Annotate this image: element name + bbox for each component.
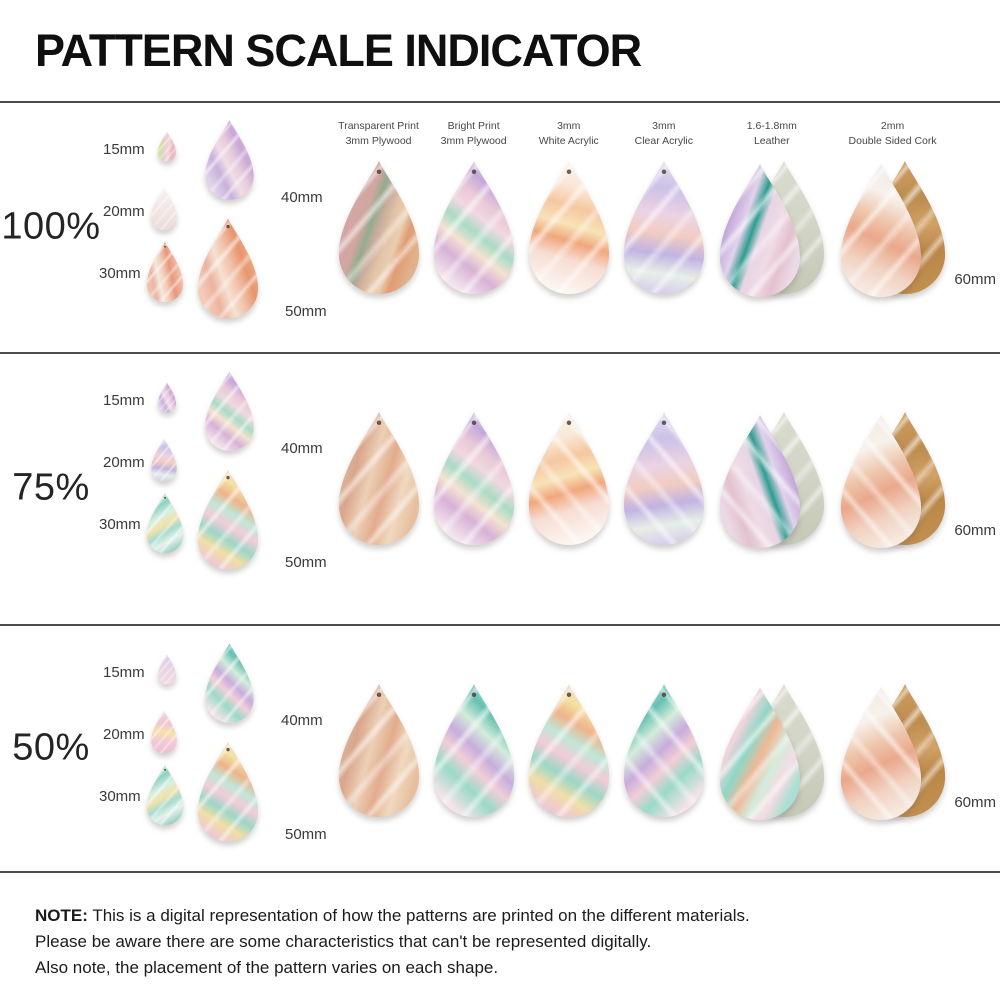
swatch-15mm bbox=[157, 654, 177, 685]
size-label-15mm: 15mm bbox=[103, 392, 145, 409]
swatch-bright-plywood bbox=[430, 682, 518, 819]
swatch-bright-plywood bbox=[430, 410, 518, 547]
swatch-50mm bbox=[195, 740, 261, 843]
note-label: NOTE: bbox=[35, 906, 88, 925]
size-label-40mm: 40mm bbox=[281, 712, 323, 729]
swatch-30mm bbox=[145, 764, 185, 826]
size-label-15mm: 15mm bbox=[103, 141, 145, 158]
swatch-50mm bbox=[195, 217, 261, 320]
size-label-20mm: 20mm bbox=[103, 454, 145, 471]
swatch-clear-acrylic bbox=[620, 410, 708, 547]
material-swatches bbox=[336, 159, 948, 299]
swatch-15mm bbox=[157, 131, 177, 162]
size-label-50mm: 50mm bbox=[285, 303, 327, 320]
size-label-60mm: 60mm bbox=[954, 794, 996, 811]
swatch-cork bbox=[837, 162, 925, 299]
swatch-30mm bbox=[145, 492, 185, 554]
masthead: PATTERN SCALE INDICATOR bbox=[0, 0, 1000, 103]
swatch-cork bbox=[837, 685, 925, 822]
size-label-30mm: 30mm bbox=[99, 516, 141, 533]
size-samples: 15mm 20mm 30mm 40mm 50mm bbox=[95, 626, 340, 871]
size-label-60mm: 60mm bbox=[954, 271, 996, 288]
size-samples: 15mm 20mm 30mm 40mm 50mm bbox=[95, 103, 340, 352]
swatch-30mm bbox=[145, 241, 185, 303]
material-header-bright-plywood: Bright Print 3mm Plywood bbox=[440, 120, 507, 148]
material-header-white-acrylic: 3mm White Acrylic bbox=[538, 120, 599, 148]
scale-label: 75% bbox=[12, 466, 90, 509]
size-label-15mm: 15mm bbox=[103, 664, 145, 681]
note-line-1: NOTE: This is a digital representation o… bbox=[35, 906, 750, 925]
scale-label: 50% bbox=[12, 726, 90, 769]
swatch-transparent-plywood bbox=[335, 410, 423, 547]
swatch-clear-acrylic bbox=[620, 682, 708, 819]
swatch-white-acrylic bbox=[525, 682, 613, 819]
material-header-leather: 1.6-1.8mm Leather bbox=[746, 120, 797, 148]
swatch-20mm bbox=[150, 710, 178, 754]
material-header-cork: 2mm Double Sided Cork bbox=[848, 120, 937, 148]
material-headers: Transparent Print 3mm Plywood Bright Prin… bbox=[336, 119, 948, 149]
size-label-50mm: 50mm bbox=[285, 554, 327, 571]
material-header-transparent-plywood: Transparent Print 3mm Plywood bbox=[338, 120, 419, 148]
scale-section-50: 50% 15mm 20mm 30mm 40mm 50mm bbox=[0, 626, 1000, 873]
note-line-2: Please be aware there are some character… bbox=[35, 931, 652, 951]
material-swatches bbox=[336, 410, 948, 550]
swatch-40mm bbox=[203, 119, 256, 201]
page-title: PATTERN SCALE INDICATOR bbox=[35, 24, 642, 76]
swatch-transparent-plywood bbox=[335, 159, 423, 296]
note-block: NOTE: This is a digital representation o… bbox=[0, 873, 1000, 980]
material-swatches bbox=[336, 682, 948, 822]
swatch-bright-plywood bbox=[430, 159, 518, 296]
swatch-clear-acrylic bbox=[620, 159, 708, 296]
size-label-40mm: 40mm bbox=[281, 189, 323, 206]
swatch-leather bbox=[716, 685, 804, 822]
scale-section-75: 75% 15mm 20mm 30mm 40mm 50mm bbox=[0, 354, 1000, 626]
size-label-30mm: 30mm bbox=[99, 788, 141, 805]
swatch-20mm bbox=[150, 187, 178, 231]
scale-section-100: 100% 15mm 20mm 30mm 40mm 50mm Transparen… bbox=[0, 103, 1000, 354]
size-label-20mm: 20mm bbox=[103, 726, 145, 743]
swatch-white-acrylic bbox=[525, 159, 613, 296]
swatch-leather bbox=[716, 162, 804, 299]
swatch-transparent-plywood bbox=[335, 682, 423, 819]
swatch-40mm bbox=[203, 642, 256, 724]
swatch-white-acrylic bbox=[525, 410, 613, 547]
swatch-40mm bbox=[203, 370, 256, 452]
swatch-20mm bbox=[150, 438, 178, 482]
swatch-cork bbox=[837, 413, 925, 550]
swatch-50mm bbox=[195, 468, 261, 571]
scale-label: 100% bbox=[1, 205, 101, 248]
size-label-40mm: 40mm bbox=[281, 440, 323, 457]
size-label-60mm: 60mm bbox=[954, 522, 996, 539]
size-label-20mm: 20mm bbox=[103, 203, 145, 220]
size-label-30mm: 30mm bbox=[99, 265, 141, 282]
swatch-15mm bbox=[157, 382, 177, 413]
material-header-clear-acrylic: 3mm Clear Acrylic bbox=[634, 120, 693, 148]
note-line-3: Also note, the placement of the pattern … bbox=[35, 957, 499, 977]
size-label-50mm: 50mm bbox=[285, 826, 327, 843]
swatch-leather bbox=[716, 413, 804, 550]
size-samples: 15mm 20mm 30mm 40mm 50mm bbox=[95, 354, 340, 624]
